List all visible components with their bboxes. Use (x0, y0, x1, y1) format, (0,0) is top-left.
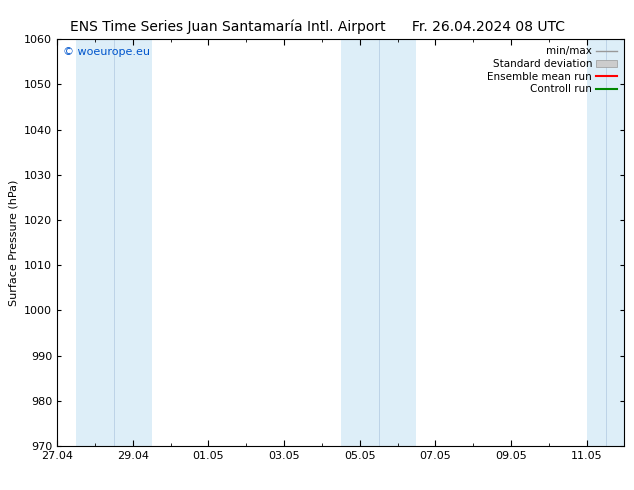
Y-axis label: Surface Pressure (hPa): Surface Pressure (hPa) (8, 179, 18, 306)
Bar (378, 39, 417, 446)
Bar (586, 39, 605, 446)
Text: © woeurope.eu: © woeurope.eu (63, 48, 150, 57)
Bar (76, 39, 114, 446)
Legend: min/max, Standard deviation, Ensemble mean run, Controll run: min/max, Standard deviation, Ensemble me… (486, 45, 619, 97)
Text: ENS Time Series Juan Santamaría Intl. Airport      Fr. 26.04.2024 08 UTC: ENS Time Series Juan Santamaría Intl. Ai… (70, 20, 564, 34)
Bar (114, 39, 152, 446)
Bar (341, 39, 378, 446)
Bar (605, 39, 624, 446)
